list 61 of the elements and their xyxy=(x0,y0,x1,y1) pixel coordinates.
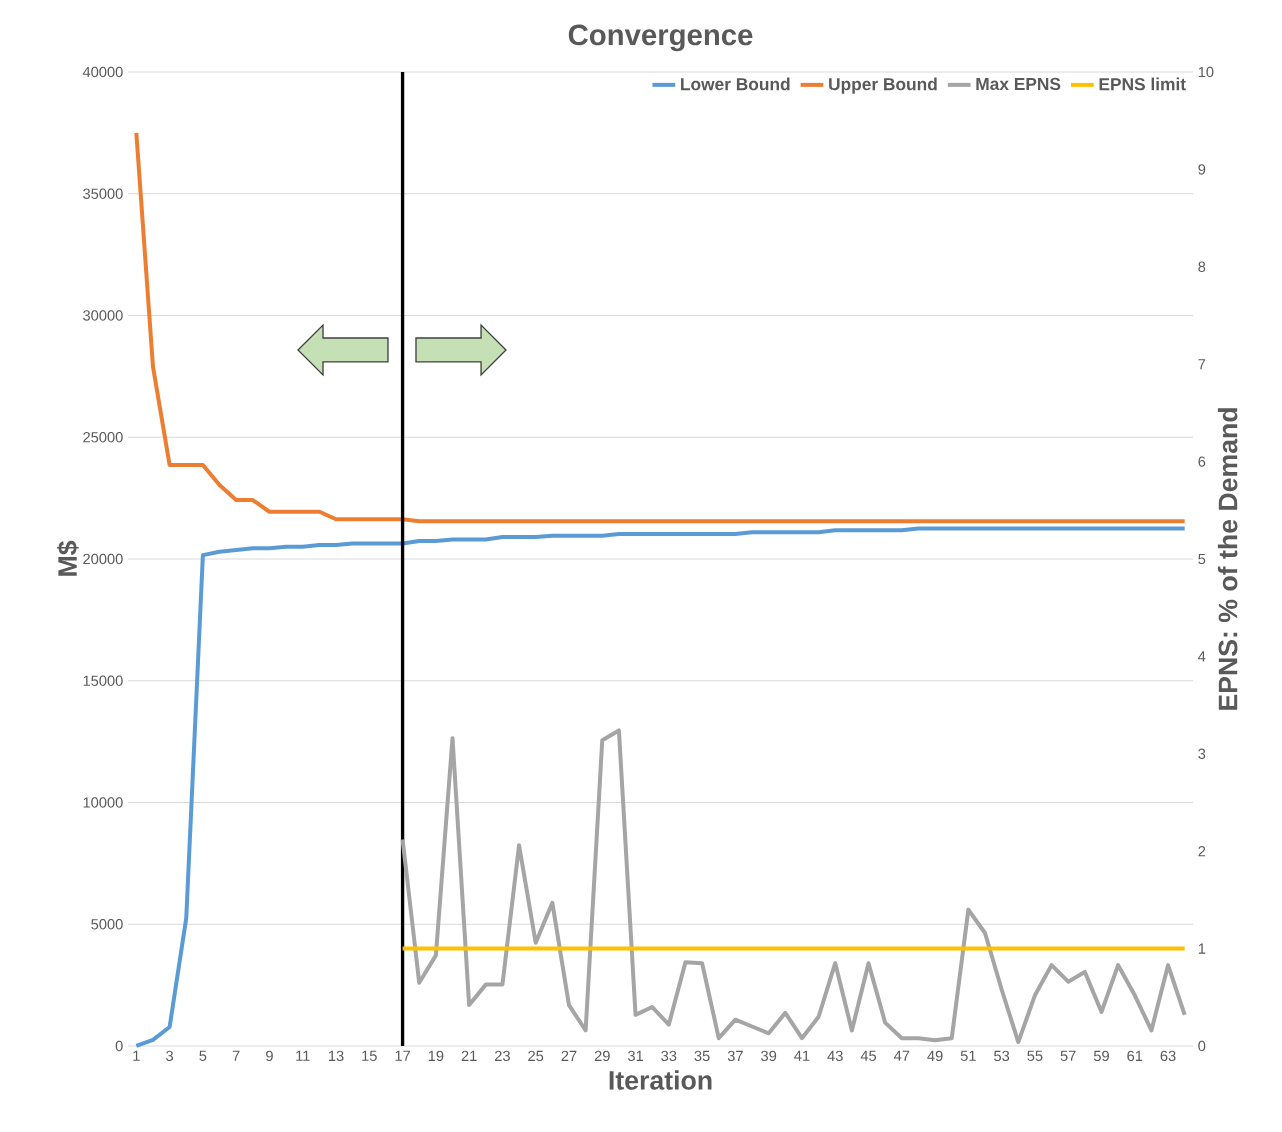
y2-tick-label: 1 xyxy=(1198,943,1206,954)
y2-axis-title: EPNS: % of the Demand xyxy=(1217,408,1238,710)
x-tick-label: 47 xyxy=(893,1050,910,1061)
x-tick-label: 33 xyxy=(661,1050,677,1062)
legend-label: Upper Bound xyxy=(829,77,937,94)
x-tick-label: 17 xyxy=(395,1050,410,1061)
x-tick-label: 1 xyxy=(133,1050,140,1061)
x-tick-label: 7 xyxy=(232,1050,240,1061)
x-tick-label: 23 xyxy=(495,1050,510,1062)
y2-tick-label: 3 xyxy=(1198,748,1206,759)
x-tick-label: 11 xyxy=(296,1050,310,1061)
x-tick-label: 55 xyxy=(1027,1050,1043,1061)
x-tick-label: 29 xyxy=(594,1050,610,1062)
x-tick-label: 41 xyxy=(794,1050,810,1061)
y2-tick-label: 9 xyxy=(1198,164,1206,175)
y-tick-label: 10000 xyxy=(83,797,123,808)
x-tick-label: 43 xyxy=(827,1050,843,1062)
x-tick-label: 19 xyxy=(428,1050,444,1062)
y2-tick-label: 10 xyxy=(1198,66,1214,78)
y2-tick-label: 2 xyxy=(1198,846,1206,857)
x-tick-label: 49 xyxy=(927,1050,943,1062)
x-tick-label: 27 xyxy=(561,1050,577,1061)
line-series xyxy=(400,728,1187,1045)
x-tick-label: 21 xyxy=(461,1050,477,1061)
x-tick-label: 31 xyxy=(627,1050,643,1062)
x-axis-title: Iteration xyxy=(609,1070,712,1090)
y-tick-label: 0 xyxy=(115,1040,123,1052)
y2-tick-label: 8 xyxy=(1198,261,1206,272)
y-tick-label: 30000 xyxy=(83,310,123,321)
x-tick-label: 25 xyxy=(528,1050,544,1062)
y2-tick-label: 0 xyxy=(1198,1040,1206,1052)
x-tick-label: 59 xyxy=(1093,1050,1109,1062)
x-tick-label: 13 xyxy=(328,1050,344,1062)
chart-title: Convergence xyxy=(568,24,753,52)
x-tick-label: 61 xyxy=(1127,1050,1143,1062)
y-tick-label: 25000 xyxy=(83,432,123,443)
legend-label: EPNS limit xyxy=(1099,77,1186,91)
legend-label: Lower Bound xyxy=(681,77,790,91)
x-tick-label: 3 xyxy=(166,1050,174,1062)
x-tick-label: 35 xyxy=(694,1050,710,1062)
y-tick-label: 15000 xyxy=(83,675,123,686)
x-tick-label: 63 xyxy=(1160,1050,1176,1062)
y-tick-label: 20000 xyxy=(83,553,123,565)
x-tick-label: 9 xyxy=(266,1050,273,1062)
x-tick-label: 37 xyxy=(727,1050,743,1062)
y-tick-label: 40000 xyxy=(82,66,123,78)
y-axis-title: M$ xyxy=(56,540,79,576)
x-tick-label: 51 xyxy=(960,1050,976,1061)
x-tick-label: 57 xyxy=(1060,1050,1076,1061)
x-tick-label: 39 xyxy=(761,1050,777,1062)
y2-tick-label: 4 xyxy=(1198,651,1206,662)
y-tick-label: 5000 xyxy=(91,919,123,930)
x-tick-label: 15 xyxy=(362,1050,377,1061)
legend-label: Max EPNS xyxy=(976,77,1061,91)
y2-tick-label: 5 xyxy=(1198,553,1206,565)
x-tick-label: 5 xyxy=(199,1050,207,1061)
y2-tick-label: 6 xyxy=(1198,456,1206,467)
x-tick-label: 45 xyxy=(860,1050,877,1061)
y-tick-label: 35000 xyxy=(83,188,123,199)
x-tick-label: 53 xyxy=(994,1050,1010,1062)
y2-tick-label: 7 xyxy=(1198,359,1206,370)
